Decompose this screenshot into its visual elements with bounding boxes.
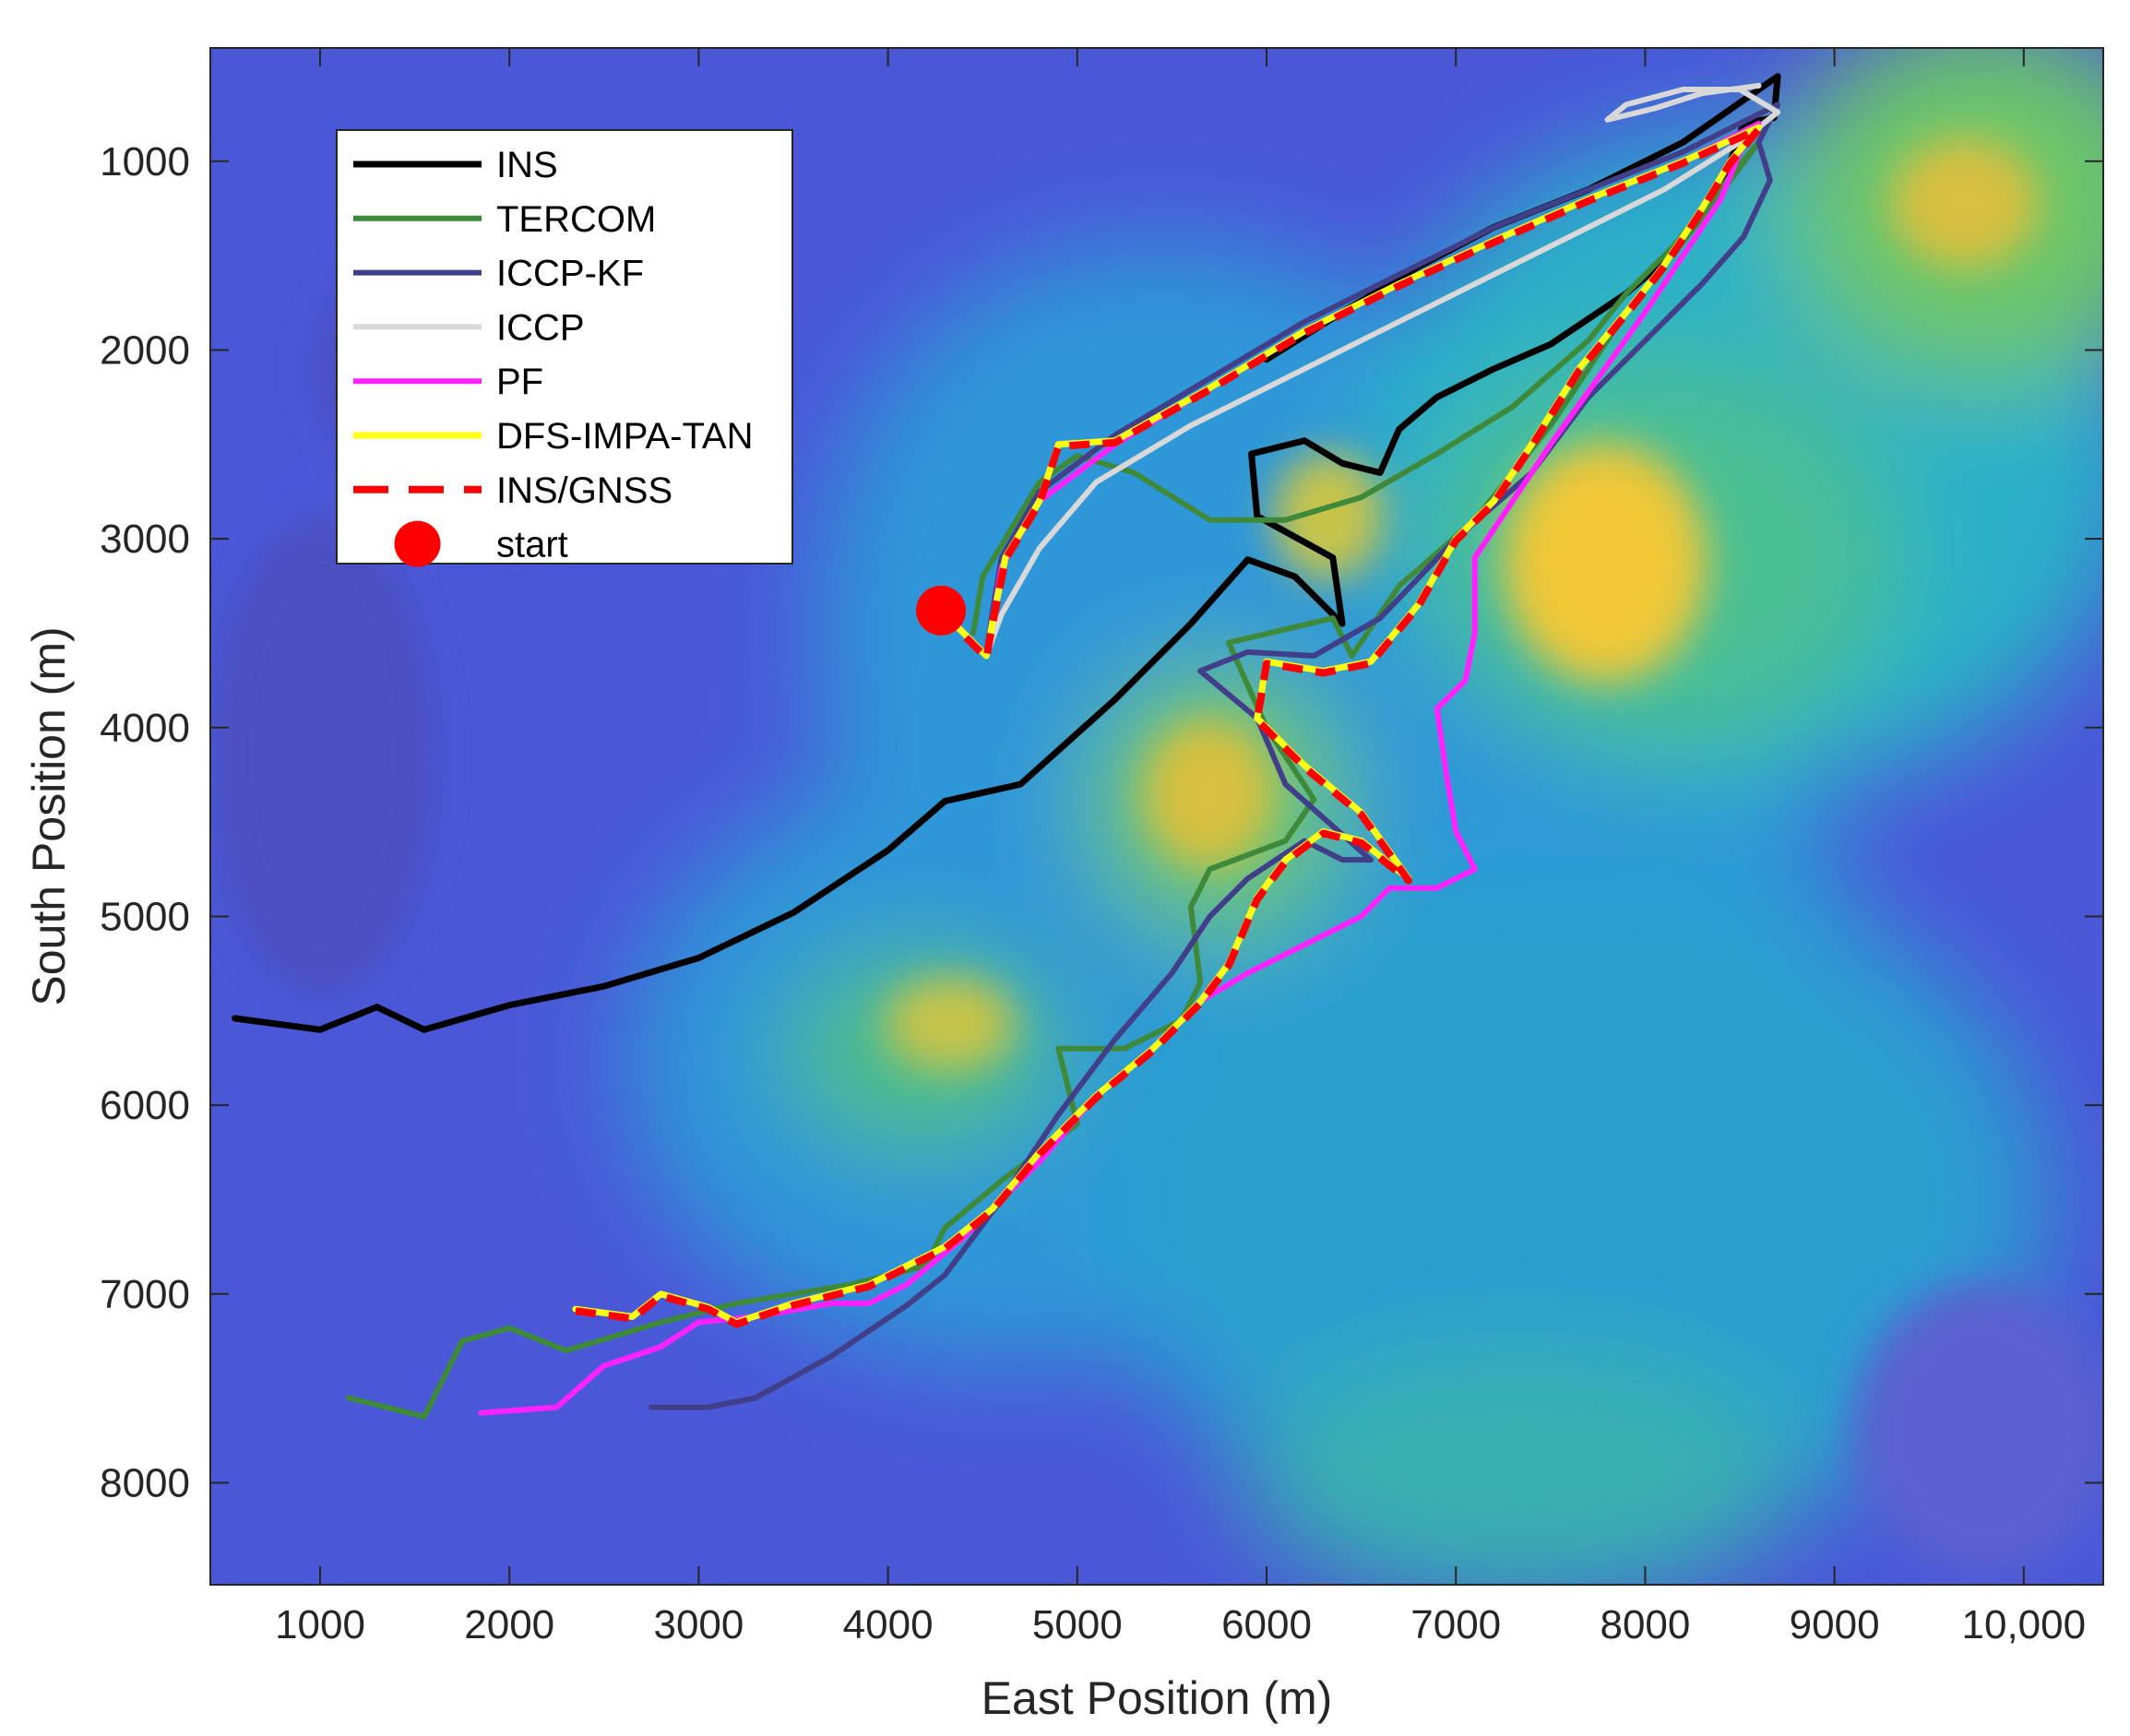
y-tick-label: 8000 xyxy=(100,1460,190,1505)
series-layer xyxy=(232,73,1781,1420)
x-tick-label: 3000 xyxy=(653,1602,744,1647)
x-tick-label: 2000 xyxy=(464,1602,554,1647)
series-line-iccp-kf xyxy=(649,101,1781,1410)
x-tick-label: 6000 xyxy=(1221,1602,1312,1647)
marker-start xyxy=(916,585,967,636)
series-line-ins xyxy=(232,73,1781,1033)
x-tick-label: 5000 xyxy=(1032,1602,1123,1647)
legend-items: INS TERCOM ICCP-KF ICCP PF DFS-IMPA-TAN INS/GN… xyxy=(353,145,754,567)
series-line-iccp xyxy=(983,82,1781,659)
y-tick-label: 1000 xyxy=(100,139,190,184)
series-line-ins-gnss xyxy=(575,125,1763,1328)
x-tick-label: 7000 xyxy=(1410,1602,1501,1647)
x-axis-title: East Position (m) xyxy=(982,1672,1333,1724)
y-tick-label: 5000 xyxy=(100,894,190,939)
y-tick-label: 4000 xyxy=(100,706,190,751)
x-tick-label: 10,000 xyxy=(1962,1602,2087,1647)
y-tick-label: 6000 xyxy=(100,1083,190,1128)
legend-swatch-start xyxy=(394,520,441,567)
legend-label-pf: PF xyxy=(496,362,543,402)
y-tick-label: 7000 xyxy=(100,1272,190,1317)
legend-label-start: start xyxy=(496,525,568,565)
axes-box xyxy=(209,47,2104,1586)
legend-label-iccp-kf: ICCP-KF xyxy=(496,254,644,294)
legend-label-ins: INS xyxy=(496,145,558,185)
y-tick-label: 2000 xyxy=(100,327,190,373)
y-tick-label: 3000 xyxy=(100,517,190,562)
legend-label-ins-gnss: INS/GNSS xyxy=(496,470,672,511)
y-axis-title: South Position (m) xyxy=(23,626,75,1005)
x-tick-label: 9000 xyxy=(1790,1602,1880,1647)
legend-label-dfs-impa-tan: DFS-IMPA-TAN xyxy=(496,416,754,457)
legend-label-iccp: ICCP xyxy=(496,307,585,348)
x-tick-label: 1000 xyxy=(275,1602,365,1647)
legend-label-tercom: TERCOM xyxy=(496,199,656,240)
terrain-background xyxy=(210,48,2103,1585)
legend: INS TERCOM ICCP-KF ICCP PF DFS-IMPA-TAN INS/GN… xyxy=(336,129,793,567)
x-tick-label: 8000 xyxy=(1600,1602,1690,1647)
tick-layer: 1000 2000 3000 4000 5000 6000 7000 8000 9000 10,0… xyxy=(100,48,2103,1647)
marker-layer xyxy=(916,585,967,636)
x-tick-label: 4000 xyxy=(843,1602,934,1647)
